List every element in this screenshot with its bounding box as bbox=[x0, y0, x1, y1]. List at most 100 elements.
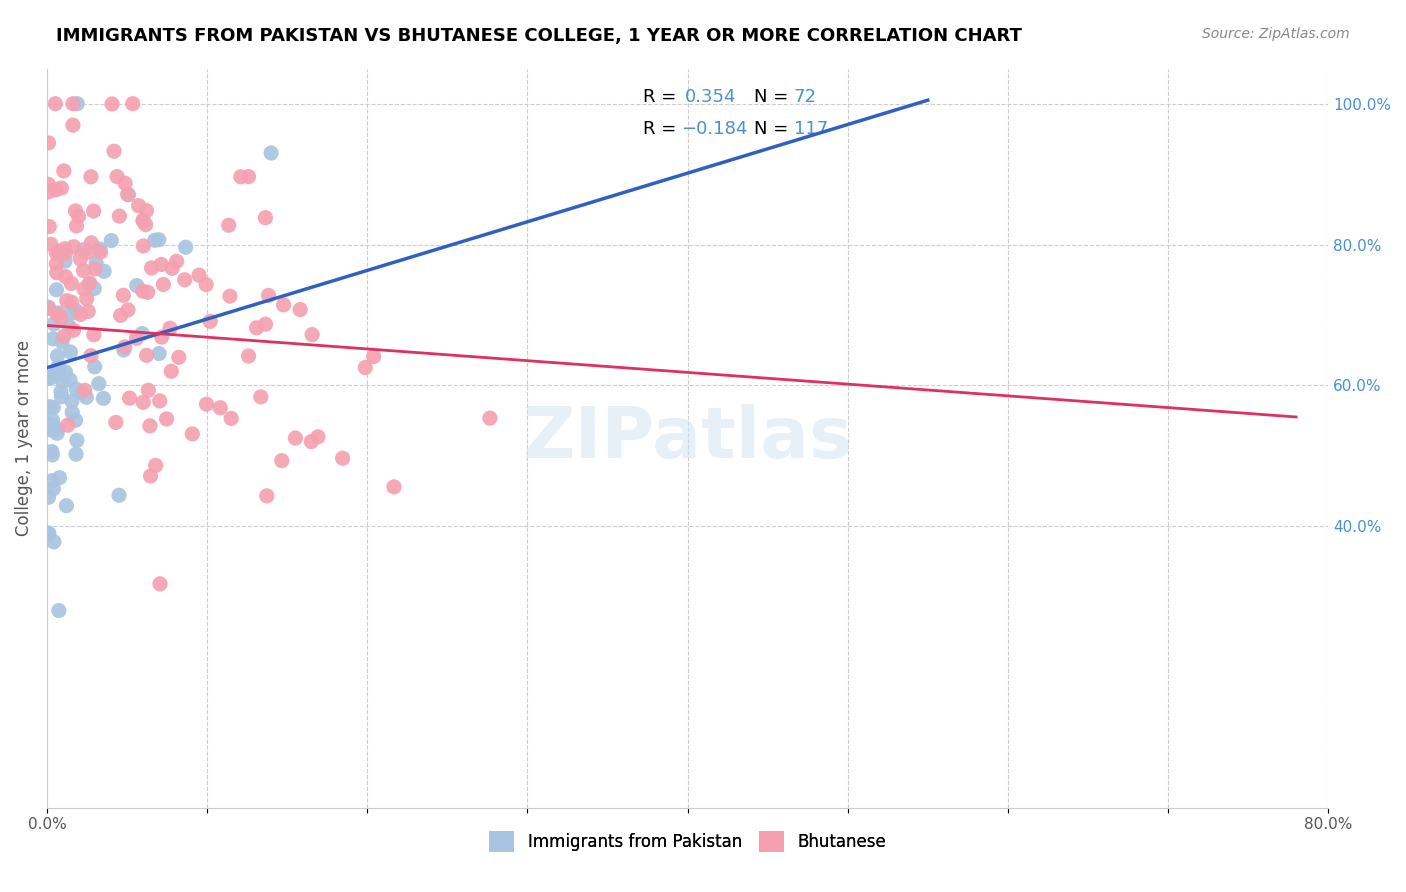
Point bbox=[238, 349, 260, 363]
Point bbox=[135, 218, 157, 232]
Point bbox=[38, 417, 60, 431]
Text: 117: 117 bbox=[794, 120, 828, 137]
Point bbox=[75, 390, 97, 404]
Point bbox=[114, 176, 136, 190]
Point bbox=[38, 370, 60, 384]
Point bbox=[46, 360, 69, 375]
Point bbox=[48, 603, 70, 617]
Point bbox=[59, 345, 82, 359]
Point bbox=[51, 334, 73, 349]
Point bbox=[114, 340, 136, 354]
Point bbox=[173, 273, 195, 287]
Text: N =: N = bbox=[754, 120, 794, 137]
Point bbox=[60, 394, 83, 409]
Point bbox=[76, 292, 98, 306]
Point bbox=[273, 298, 295, 312]
Point bbox=[69, 252, 91, 266]
Legend: Immigrants from Pakistan, Bhutanese: Immigrants from Pakistan, Bhutanese bbox=[482, 825, 893, 858]
Point bbox=[41, 444, 63, 458]
Point bbox=[382, 480, 405, 494]
Point bbox=[238, 169, 260, 184]
Point bbox=[51, 181, 73, 195]
Y-axis label: College, 1 year or more: College, 1 year or more bbox=[15, 340, 32, 536]
Point bbox=[60, 277, 83, 291]
Point bbox=[200, 314, 222, 328]
Point bbox=[41, 413, 63, 427]
Point bbox=[195, 277, 218, 292]
Point bbox=[76, 245, 98, 260]
Point bbox=[149, 393, 172, 408]
Point bbox=[181, 426, 204, 441]
Point bbox=[363, 350, 385, 364]
Point bbox=[135, 348, 157, 362]
Point bbox=[37, 301, 59, 316]
Point bbox=[132, 239, 155, 253]
Point bbox=[39, 237, 62, 252]
Point bbox=[117, 302, 139, 317]
Point bbox=[42, 317, 65, 331]
Point bbox=[139, 469, 162, 483]
Point bbox=[307, 430, 329, 444]
Point bbox=[41, 474, 63, 488]
Point bbox=[101, 97, 124, 112]
Point bbox=[59, 307, 82, 321]
Point bbox=[62, 323, 84, 337]
Text: −0.184: −0.184 bbox=[681, 120, 748, 137]
Point bbox=[104, 416, 127, 430]
Point bbox=[67, 210, 90, 224]
Point bbox=[260, 146, 283, 161]
Point bbox=[65, 447, 87, 461]
Point bbox=[37, 526, 59, 541]
Point bbox=[332, 451, 354, 466]
Point bbox=[42, 418, 65, 433]
Point bbox=[139, 418, 162, 433]
Point bbox=[218, 219, 240, 233]
Point bbox=[41, 448, 63, 462]
Point bbox=[59, 373, 82, 387]
Point bbox=[160, 364, 183, 378]
Point bbox=[145, 458, 167, 473]
Point bbox=[42, 401, 65, 415]
Point bbox=[155, 412, 177, 426]
Text: R =: R = bbox=[643, 87, 682, 106]
Point bbox=[46, 307, 69, 321]
Point bbox=[46, 422, 69, 436]
Point bbox=[284, 431, 307, 445]
Point bbox=[66, 96, 89, 111]
Point bbox=[39, 423, 62, 437]
Point bbox=[55, 499, 77, 513]
Point bbox=[53, 254, 76, 268]
Point bbox=[150, 330, 173, 344]
Point bbox=[37, 300, 59, 314]
Point bbox=[131, 326, 153, 341]
Point bbox=[38, 400, 60, 414]
Point bbox=[84, 256, 107, 270]
Point bbox=[37, 178, 59, 192]
Point bbox=[195, 397, 218, 411]
Point bbox=[44, 96, 66, 111]
Point bbox=[299, 434, 322, 449]
Point bbox=[80, 235, 103, 250]
Point bbox=[112, 343, 135, 357]
Point bbox=[83, 359, 105, 374]
Point bbox=[55, 293, 77, 308]
Point bbox=[65, 303, 87, 318]
Point bbox=[209, 401, 232, 415]
Point bbox=[136, 383, 159, 397]
Point bbox=[270, 453, 292, 467]
Point bbox=[249, 390, 271, 404]
Point bbox=[219, 411, 242, 425]
Point bbox=[149, 577, 172, 591]
Point bbox=[301, 327, 323, 342]
Point bbox=[121, 96, 143, 111]
Point bbox=[45, 266, 67, 280]
Point bbox=[125, 278, 148, 293]
Point bbox=[93, 264, 115, 278]
Point bbox=[53, 246, 76, 260]
Point bbox=[125, 331, 148, 345]
Point bbox=[65, 413, 87, 427]
Point bbox=[55, 365, 77, 379]
Point bbox=[37, 136, 59, 150]
Point bbox=[48, 244, 70, 259]
Point bbox=[254, 211, 277, 225]
